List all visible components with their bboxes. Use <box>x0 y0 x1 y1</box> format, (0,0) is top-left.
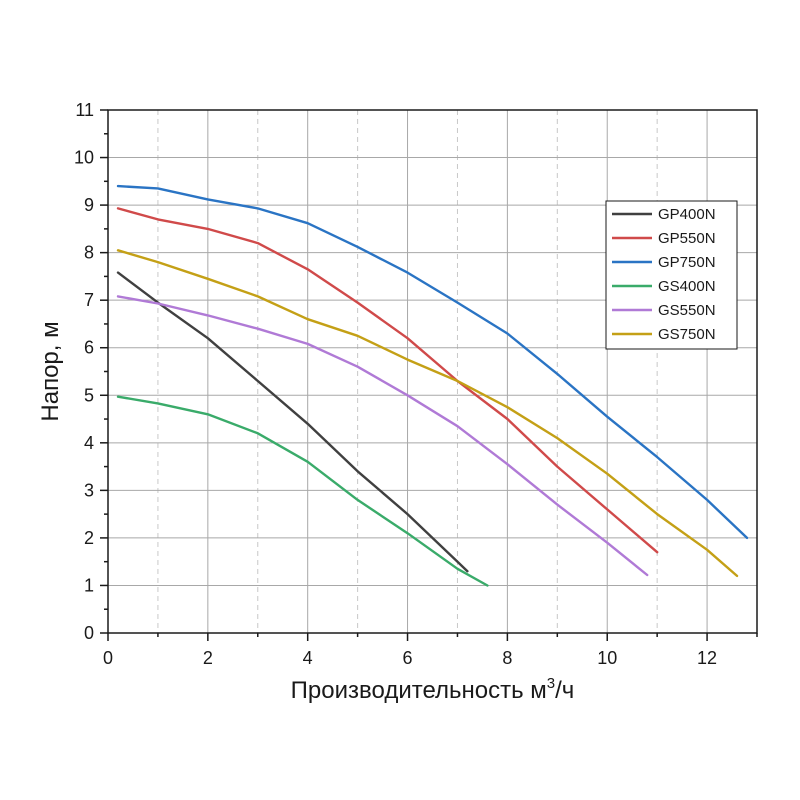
x-tick-label: 2 <box>203 648 213 668</box>
legend-label: GS550N <box>658 302 716 319</box>
series-line-gs550n <box>116 295 649 577</box>
series-line-gp400n <box>116 271 469 573</box>
series-line-gp550n <box>116 207 659 554</box>
y-tick-label: 8 <box>84 243 94 263</box>
y-tick-label: 6 <box>84 338 94 358</box>
y-tick-label: 7 <box>84 290 94 310</box>
series-line-gs750n <box>116 249 739 578</box>
y-tick-label: 2 <box>84 528 94 548</box>
x-tick-label: 6 <box>403 648 413 668</box>
series-line-gs400n <box>116 395 489 587</box>
series-lines <box>116 184 749 587</box>
legend-box <box>605 200 738 350</box>
x-tick-label: 0 <box>103 648 113 668</box>
x-axis-title-main: Производительность м <box>291 677 547 704</box>
legend: GP400N GP550N GP750N GS400N GS550N GS750N <box>605 200 738 350</box>
legend-label: GP750N <box>658 254 716 271</box>
x-tick-label: 8 <box>502 648 512 668</box>
x-axis-title-superscript: 3 <box>547 675 555 692</box>
x-axis-title: Производительность м3/ч <box>291 675 575 704</box>
x-tick-label: 10 <box>597 648 617 668</box>
legend-label: GP550N <box>658 230 716 247</box>
y-axis-title: Напор, м <box>37 321 64 421</box>
x-tick-label: 12 <box>697 648 717 668</box>
series-line-gp750n <box>116 184 749 540</box>
y-tick-label: 10 <box>74 148 94 168</box>
y-tick-label: 11 <box>75 100 94 120</box>
y-tick-label: 4 <box>84 433 94 453</box>
x-axis-title-tail: /ч <box>555 677 574 704</box>
legend-label: GS400N <box>658 278 716 295</box>
x-tick-label: 4 <box>303 648 313 668</box>
y-tick-label: 0 <box>84 623 94 643</box>
y-tick-label: 9 <box>84 195 94 215</box>
y-tick-label: 3 <box>84 480 94 500</box>
y-tick-label: 1 <box>84 575 94 595</box>
y-tick-label: 5 <box>84 385 94 405</box>
legend-label: GS750N <box>658 326 716 343</box>
legend-label: GP400N <box>658 206 716 223</box>
